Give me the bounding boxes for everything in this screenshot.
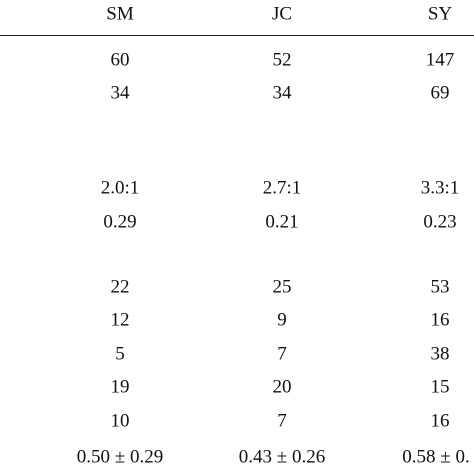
table-cell: 53 xyxy=(430,276,450,298)
table-cell: 7 xyxy=(277,410,287,432)
header-rule xyxy=(0,35,474,36)
table-cell: 16 xyxy=(430,309,450,331)
table-cell: 0.58 ± 0. xyxy=(402,446,470,468)
table-cell: 2.7:1 xyxy=(262,177,302,199)
table-cell: 0.43 ± 0.26 xyxy=(238,446,326,468)
table-cell: 12 xyxy=(110,309,130,331)
table-cell: 0.21 xyxy=(265,211,299,233)
table-cell: 60 xyxy=(110,49,130,71)
table-cell: 69 xyxy=(430,82,450,104)
table-cell: 34 xyxy=(110,82,130,104)
table-cell: 22 xyxy=(110,276,130,298)
table-cell: 2.0:1 xyxy=(100,177,140,199)
table-cell: 5 xyxy=(115,343,125,365)
column-header: SY xyxy=(427,3,453,25)
table-cell: 19 xyxy=(110,376,130,398)
table-cell: 147 xyxy=(425,49,455,71)
table-cell: 15 xyxy=(430,376,450,398)
table-cell: 25 xyxy=(272,276,292,298)
table-cell: 0.50 ± 0.29 xyxy=(76,446,164,468)
table-cell: 20 xyxy=(272,376,292,398)
table-cell: 38 xyxy=(430,343,450,365)
table-cell: 52 xyxy=(272,49,292,71)
table-cell: 16 xyxy=(430,410,450,432)
table-cell: 0.29 xyxy=(103,211,137,233)
column-header: JC xyxy=(271,3,293,25)
table-cell: 34 xyxy=(272,82,292,104)
table-cell: 0.23 xyxy=(423,211,457,233)
table-cell: 3.3:1 xyxy=(420,177,460,199)
table-cell: 7 xyxy=(277,343,287,365)
table-cell: 10 xyxy=(110,410,130,432)
table-cell: 9 xyxy=(277,309,287,331)
column-header: SM xyxy=(106,3,134,25)
